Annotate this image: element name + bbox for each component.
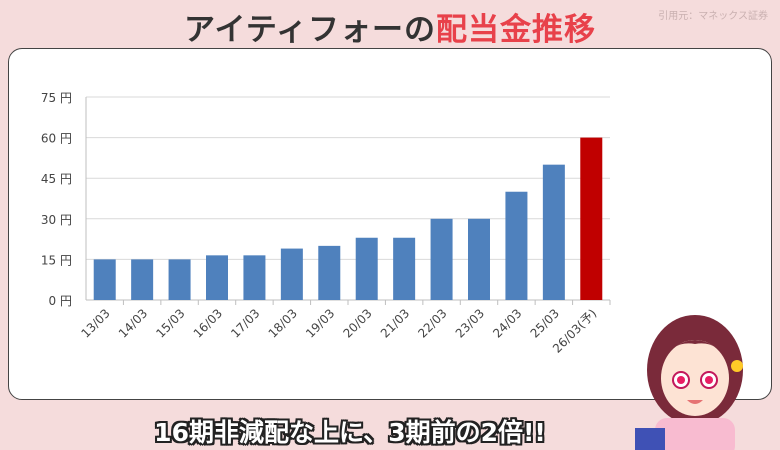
title-main: アイティフォーの <box>184 12 436 48</box>
x-tick-label: 15/03 <box>153 306 187 340</box>
bar-26/03(予) <box>580 137 603 300</box>
y-tick-label: 75 円 <box>41 91 72 105</box>
bar-22/03 <box>430 218 453 300</box>
x-tick-label: 21/03 <box>378 306 412 340</box>
y-tick-label: 15 円 <box>41 253 72 267</box>
bar-25/03 <box>542 164 565 300</box>
x-tick-label: 13/03 <box>78 306 112 340</box>
chart-card <box>8 48 772 400</box>
x-tick-label: 19/03 <box>303 306 337 340</box>
bar-24/03 <box>505 191 528 300</box>
character-illustration <box>635 315 743 450</box>
source-credit: 引用元：マネックス証券 <box>658 11 768 22</box>
x-tick-label: 24/03 <box>490 306 524 340</box>
y-tick-label: 60 円 <box>41 132 72 146</box>
bar-23/03 <box>468 218 490 300</box>
title-highlight: 配当金推移 <box>435 12 596 48</box>
x-tick-label: 14/03 <box>116 306 150 340</box>
x-tick-label: 16/03 <box>191 306 225 340</box>
page-title: アイティフォーの配当金推移 <box>0 4 780 49</box>
bar-21/03 <box>393 237 416 300</box>
x-tick-label: 18/03 <box>266 306 300 340</box>
bar-16/03 <box>206 255 228 300</box>
x-tick-label: 25/03 <box>528 306 562 340</box>
caption: 16期非減配な上に、3期前の2倍!! <box>154 418 546 447</box>
x-tick-label: 22/03 <box>415 306 449 340</box>
bar-20/03 <box>355 237 378 300</box>
bar-17/03 <box>243 255 266 300</box>
y-tick-label: 0 円 <box>49 294 72 308</box>
x-tick-label: 20/03 <box>340 306 374 340</box>
bar-13/03 <box>93 259 116 300</box>
y-tick-label: 45 円 <box>41 172 72 186</box>
bar-18/03 <box>280 248 303 300</box>
x-tick-label: 17/03 <box>228 306 262 340</box>
y-tick-label: 30 円 <box>41 213 72 227</box>
bar-15/03 <box>168 259 191 300</box>
bar-19/03 <box>318 245 341 300</box>
x-tick-label: 23/03 <box>453 306 487 340</box>
bar-14/03 <box>131 259 154 300</box>
